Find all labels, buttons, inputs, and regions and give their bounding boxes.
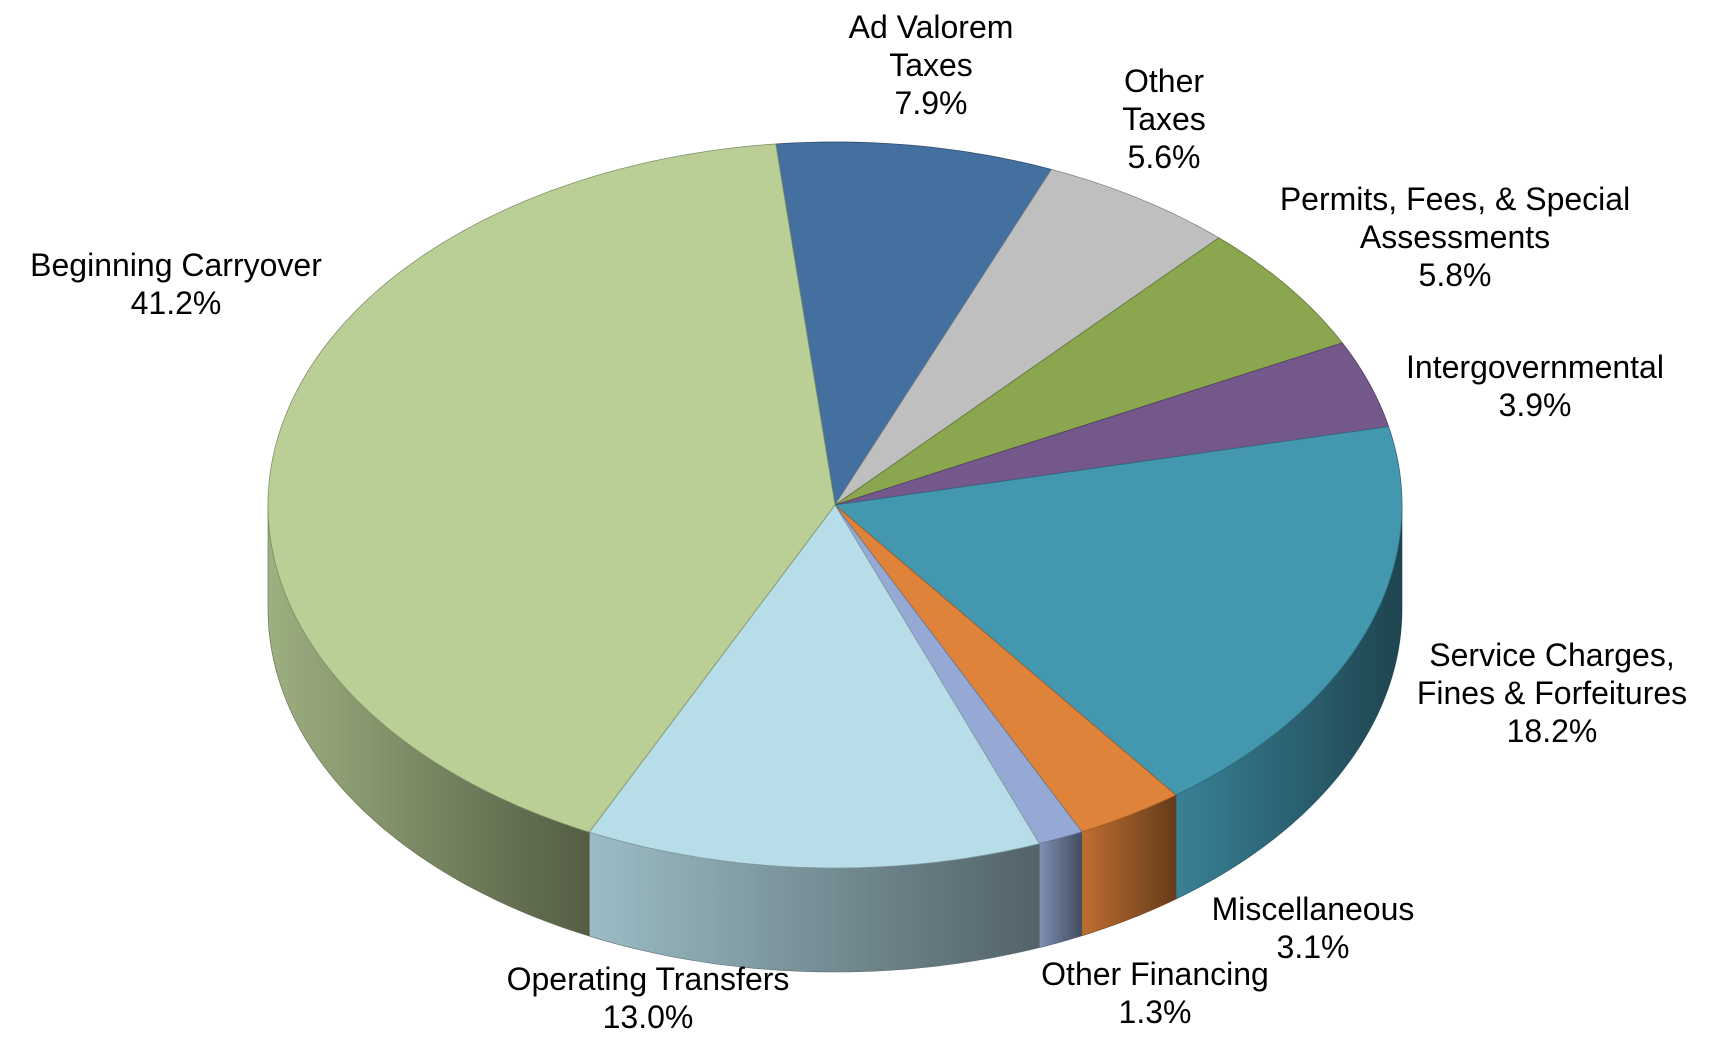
slice-label: Operating Transfers 13.0% [458,960,838,1036]
slice [834,504,1177,833]
slice-label: Service Charges, Fines & Forfeitures 18.2… [1397,636,1707,750]
category-label: Intergovernmental [1406,349,1664,385]
value-label: 5.6% [1127,139,1201,175]
slice-label: Miscellaneous 3.1% [1163,890,1463,966]
slice-label: Intergovernmental 3.9% [1355,348,1713,424]
slice [834,169,1220,506]
slice [588,504,1040,869]
slice [834,504,1083,845]
value-label: 1.3% [1118,994,1192,1030]
slice [834,237,1344,506]
slice [834,426,1403,796]
slice-label: Ad Valorem Taxes 7.9% [821,8,1041,122]
category-label: Service Charges, Fines & Forfeitures [1416,637,1688,711]
slice-label: Other Taxes 5.6% [1099,62,1229,176]
category-label: Other Financing [1041,956,1269,992]
category-label: Ad Valorem Taxes [848,9,1014,83]
category-label: Beginning Carryover [30,247,322,283]
category-label: Operating Transfers [506,961,790,997]
category-label: Miscellaneous [1211,891,1415,927]
slice-side [1039,831,1083,949]
value-label: 3.9% [1498,387,1572,423]
category-label: Permits, Fees, & Special Assessments [1279,181,1631,255]
slice-label: Other Financing 1.3% [995,955,1315,1031]
value-label: 18.2% [1506,713,1598,749]
slice-label: Permits, Fees, & Special Assessments 5.8% [1275,180,1635,294]
value-label: 5.8% [1418,257,1492,293]
value-label: 7.9% [894,85,968,121]
value-label: 13.0% [602,999,694,1035]
value-label: 41.2% [130,285,222,321]
slice [775,141,1053,507]
slice [834,342,1390,506]
slice [267,143,836,833]
category-label: Other Taxes [1122,63,1206,137]
slice-label: Beginning Carryover 41.2% [0,246,366,322]
value-label: 3.1% [1276,929,1350,965]
